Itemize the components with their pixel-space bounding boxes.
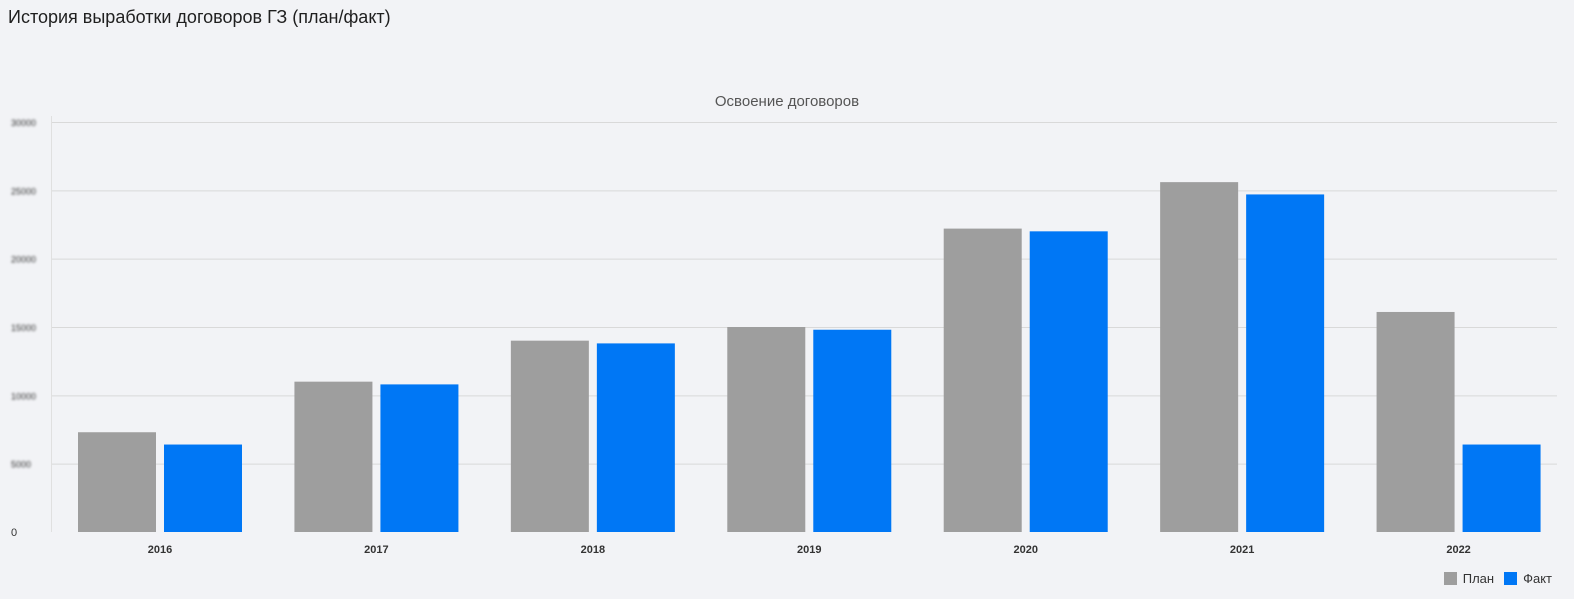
bar-fact bbox=[1029, 231, 1108, 533]
chart-legend: План Факт bbox=[1443, 571, 1552, 586]
x-tick-label: 2021 bbox=[1230, 544, 1254, 556]
bar-fact bbox=[164, 444, 242, 532]
y-tick-label: 20000 bbox=[11, 255, 36, 265]
x-tick-label: 2018 bbox=[581, 544, 605, 556]
y-tick-label: 30000 bbox=[11, 118, 36, 128]
page-title: История выработки договоров ГЗ (план/фак… bbox=[8, 7, 391, 27]
bar-plan bbox=[943, 228, 1022, 532]
y-tick-label: 15000 bbox=[11, 323, 36, 333]
legend-swatch-plan bbox=[1443, 572, 1457, 585]
legend-swatch-fact bbox=[1504, 572, 1518, 585]
bar-plan bbox=[1160, 182, 1239, 532]
bar-plan bbox=[727, 327, 806, 532]
y-tick-label: 10000 bbox=[11, 391, 36, 401]
y-tick-label: 0 bbox=[11, 527, 17, 539]
bar-fact bbox=[1246, 194, 1325, 532]
bar-fact bbox=[813, 329, 892, 532]
legend-item-fact[interactable]: Факт bbox=[1504, 571, 1552, 586]
bar-plan bbox=[1376, 311, 1455, 532]
bar-plan bbox=[78, 432, 156, 532]
legend-label-plan: План bbox=[1462, 571, 1495, 586]
chart-title: Освоение договоров bbox=[714, 93, 860, 110]
bar-fact bbox=[1462, 444, 1541, 532]
x-tick-label: 2022 bbox=[1446, 544, 1470, 556]
x-tick-label: 2017 bbox=[364, 544, 388, 556]
x-tick-label: 2020 bbox=[1013, 544, 1037, 556]
x-tick-label: 2016 bbox=[148, 544, 172, 556]
legend-label-fact: Факт bbox=[1523, 571, 1552, 586]
bar-fact bbox=[380, 384, 459, 532]
y-tick-label: 5000 bbox=[11, 460, 31, 470]
x-tick-label: 2019 bbox=[797, 544, 821, 556]
bar-plan bbox=[510, 340, 589, 532]
bar-plan bbox=[294, 381, 373, 532]
bar-fact bbox=[596, 343, 675, 532]
legend-item-plan[interactable]: План bbox=[1443, 571, 1495, 586]
y-tick-label: 25000 bbox=[11, 186, 36, 196]
